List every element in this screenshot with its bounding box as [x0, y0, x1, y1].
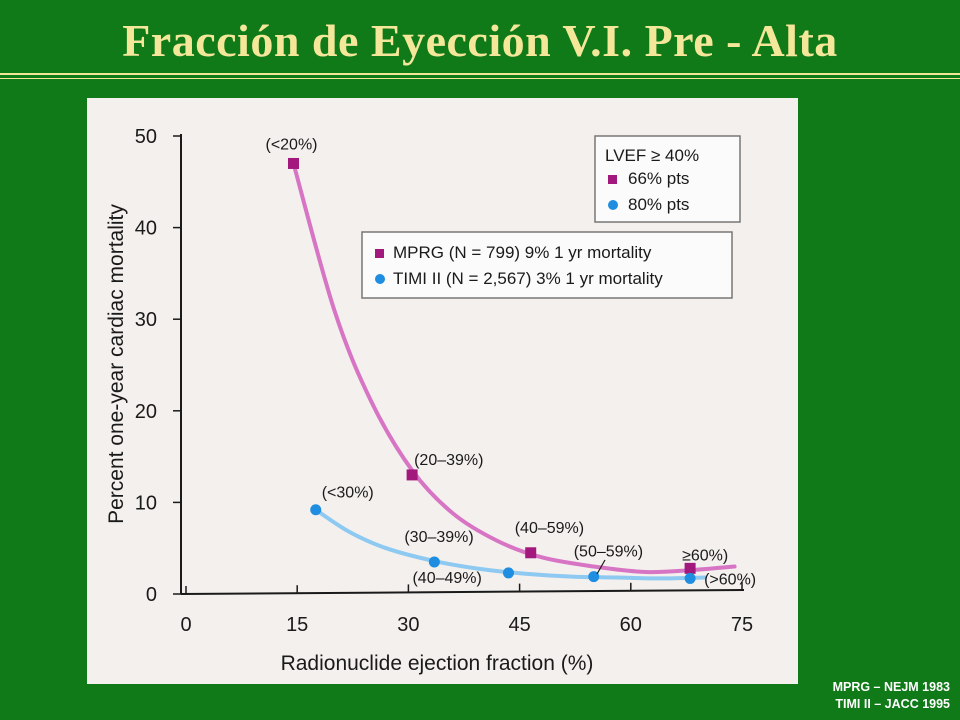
timi-point: [588, 571, 600, 583]
citation-timi: TIMI II – JACC 1995: [835, 697, 950, 711]
timi-point-label: (<30%): [322, 485, 374, 502]
mprg-point-label: (20–39%): [414, 452, 483, 469]
x-tick-label: 15: [286, 614, 308, 636]
series-curves: [291, 161, 737, 581]
legend-lvef-circle-marker: [608, 200, 618, 210]
x-tick-label: 30: [397, 614, 419, 636]
series-markers: [287, 157, 696, 584]
legend-lvef-title: LVEF ≥ 40%: [605, 146, 699, 165]
x-tick-label: 45: [508, 614, 530, 636]
chart-figure: 0 10 20 30 40 50 0 15 30 45 60 75 Radionuclide eje…: [87, 98, 798, 684]
title-rule-thin: [0, 78, 960, 79]
y-tick-label: 50: [135, 126, 157, 148]
slide-title: Fracción de Eyección V.I. Pre - Alta: [122, 15, 838, 66]
y-tick-label: 30: [135, 309, 157, 331]
mprg-point: [525, 547, 537, 559]
legend-lvef-box: [594, 135, 741, 223]
x-axis-line: [180, 589, 745, 595]
timi-point: [684, 572, 696, 584]
y-ticks: 0 10 20 30 40 50: [135, 126, 181, 606]
timi-point-label: (>60%): [704, 571, 756, 588]
legend-lvef: LVEF ≥ 40% 66% pts 80% pts: [594, 135, 741, 223]
timi-point: [428, 556, 440, 568]
y-tick-label: 20: [135, 401, 157, 423]
point-labels: (<20%) (20–39%) (40–59%) ≥60%) (<30%) (30–39%…: [265, 136, 756, 588]
citation-mprg: MPRG – NEJM 1983: [832, 680, 950, 694]
mprg-point: [287, 157, 299, 169]
x-tick-label: 0: [180, 614, 191, 636]
legend-mprg-marker: [375, 249, 384, 258]
y-tick-label: 40: [135, 218, 157, 240]
x-tick-label: 60: [620, 614, 642, 636]
x-ticks: 0 15 30 45 60 75: [180, 582, 753, 636]
timi-point-label: (50–59%): [574, 544, 643, 561]
y-axis-label: Percent one-year cardiac mortality: [105, 204, 128, 524]
timi-point-label: (40–49%): [412, 570, 481, 587]
y-tick-label: 0: [146, 584, 157, 606]
legend-studies: MPRG (N = 799) 9% 1 yr mortality TIMI II…: [361, 231, 733, 299]
x-tick-label: 75: [731, 614, 753, 636]
legend-lvef-item-1: 66% pts: [628, 169, 689, 188]
mprg-curve: [291, 161, 737, 575]
mprg-point-label: (40–59%): [515, 520, 584, 537]
legend-lvef-square-marker: [608, 175, 617, 184]
annotation-leader-line: [596, 559, 606, 575]
chart-svg: 0 10 20 30 40 50 0 15 30 45 60 75 Radionuclide eje…: [105, 126, 756, 675]
x-axis-label: Radionuclide ejection fraction (%): [281, 652, 594, 675]
mprg-point-label: ≥60%): [682, 547, 728, 564]
legend-studies-box: [361, 231, 733, 299]
legend-timi-marker: [375, 274, 385, 284]
timi-point-label: (30–39%): [404, 529, 473, 546]
timi-point: [310, 504, 322, 516]
mprg-point-label: (<20%): [265, 136, 317, 153]
legend-timi-label: TIMI II (N = 2,567) 3% 1 yr mortality: [393, 269, 663, 288]
legend-mprg-label: MPRG (N = 799) 9% 1 yr mortality: [393, 243, 652, 262]
title-rule-thick: [0, 73, 960, 75]
mprg-point: [684, 562, 696, 574]
legend-lvef-item-2: 80% pts: [628, 195, 689, 214]
mprg-point: [406, 469, 418, 481]
timi-point: [502, 567, 514, 579]
y-tick-label: 10: [135, 492, 157, 514]
